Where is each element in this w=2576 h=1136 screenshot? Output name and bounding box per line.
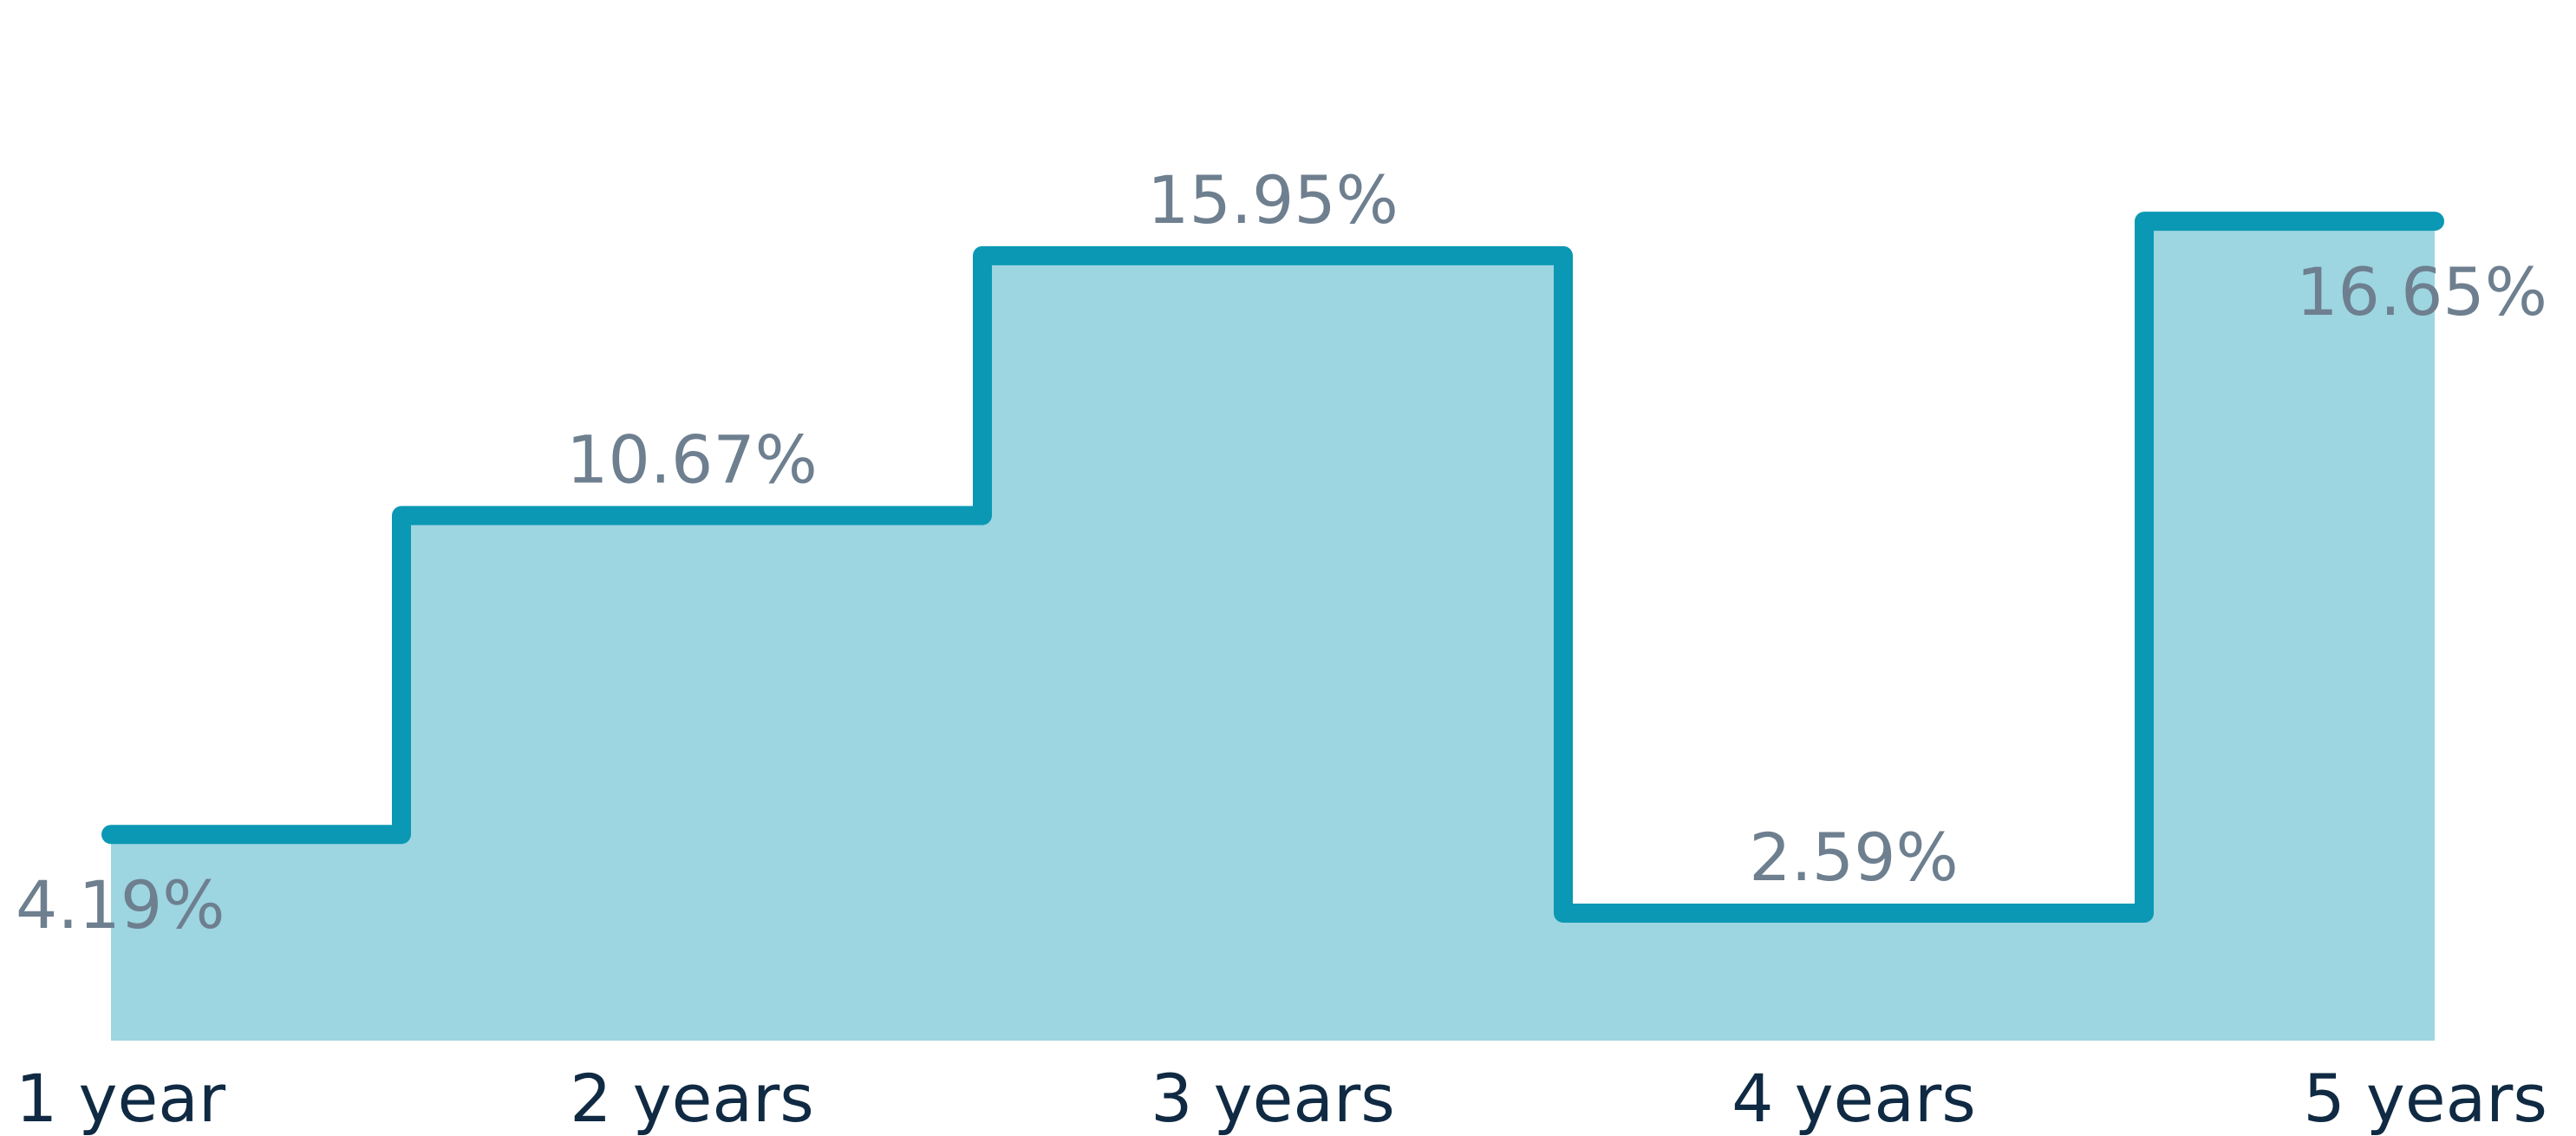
x-tick-label: 5 years <box>2303 1060 2547 1136</box>
x-tick-label: 4 years <box>1731 1060 1976 1136</box>
series-line <box>101 212 2444 924</box>
x-tick-label: 1 year <box>16 1060 226 1136</box>
data-label: 2.59% <box>1749 819 1958 896</box>
area-fill <box>111 221 2435 1041</box>
x-tick-label: 3 years <box>1151 1060 1395 1136</box>
x-axis-tick-labels: 1 year 2 years 3 years 4 years 5 years <box>16 1060 2547 1136</box>
x-tick-label: 2 years <box>570 1060 814 1136</box>
data-label: 10.67% <box>566 421 818 498</box>
data-label: 16.65% <box>2296 253 2547 330</box>
plot-area <box>101 212 2444 1041</box>
data-label: 4.19% <box>16 866 225 943</box>
data-labels: 4.19% 10.67% 15.95% 2.59% 16.65% <box>16 161 2547 943</box>
data-label: 15.95% <box>1147 161 1399 238</box>
